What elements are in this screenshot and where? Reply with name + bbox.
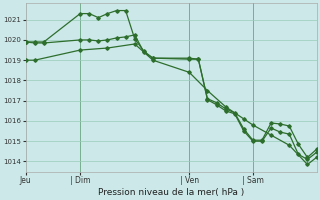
X-axis label: Pression niveau de la mer( hPa ): Pression niveau de la mer( hPa ): [98, 188, 244, 197]
